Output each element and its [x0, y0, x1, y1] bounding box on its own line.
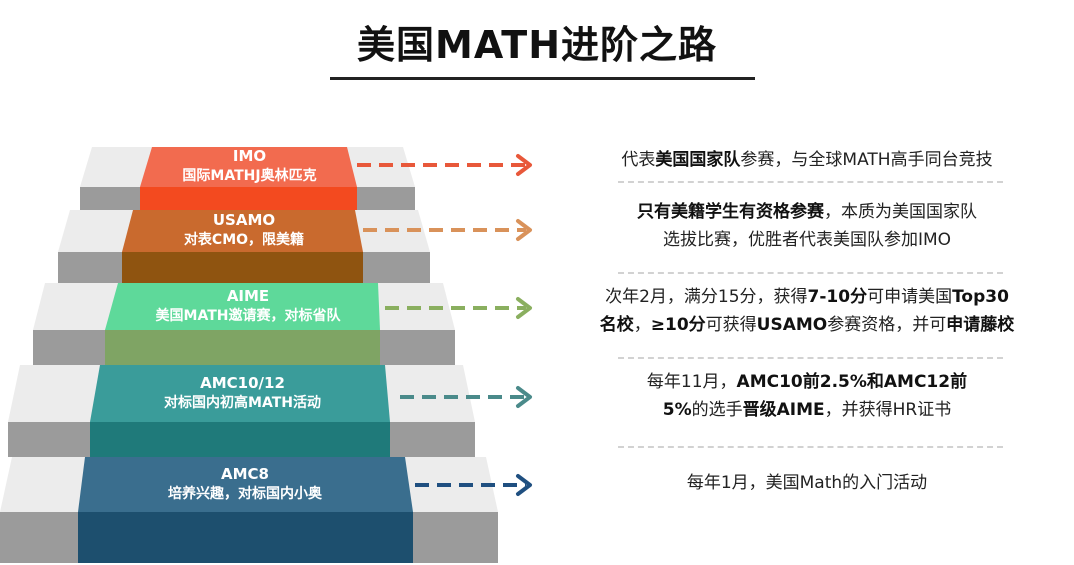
- step-description: 对标国内初高MATH活动: [164, 394, 321, 411]
- step-label-0: IMO 国际MATHJ奥林匹克: [152, 146, 347, 186]
- step-top-face: [78, 457, 413, 512]
- arrow-head-icon: [516, 154, 532, 176]
- detail-line: 只有美籍学生有资格参赛，本质为美国国家队: [540, 198, 1074, 226]
- highlight-text: AMC10前2.5%和AMC12前: [736, 372, 968, 392]
- step-description: 美国MATH邀请赛，对标省队: [155, 307, 341, 324]
- detail-text: 参赛，与全球MATH高手同台竞技: [740, 150, 993, 170]
- step-top-face: [122, 210, 363, 252]
- step-label-2: AIME 美国MATH邀请赛，对标省队: [118, 286, 378, 326]
- separator: [618, 446, 1003, 448]
- step-name: USAMO: [212, 211, 276, 229]
- detail-line: 次年2月，满分15分，获得7-10分可申请美国Top30: [540, 283, 1074, 311]
- step-top-face: [90, 365, 390, 422]
- highlight-text: 5%: [662, 400, 692, 420]
- detail-line: 代表美国国家队参赛，与全球MATH高手同台竞技: [540, 146, 1074, 174]
- highlight-text: 只有美籍学生有资格参赛: [637, 202, 824, 222]
- step-detail-0: 代表美国国家队参赛，与全球MATH高手同台竞技: [540, 146, 1074, 174]
- detail-line: 每年11月，AMC10前2.5%和AMC12前: [540, 368, 1074, 396]
- step-front-face: [105, 330, 380, 365]
- highlight-text: 名校: [599, 315, 634, 335]
- step-front-face: [90, 422, 390, 457]
- step-name: AMC8: [221, 464, 269, 483]
- step-detail-4: 每年1月，美国Math的入门活动: [540, 469, 1074, 497]
- detail-text: ，并获得HR证书: [824, 400, 952, 420]
- highlight-text: 7-10分: [807, 287, 868, 307]
- detail-text: ，本质为美国国家队: [824, 202, 977, 222]
- detail-text: 的选手: [691, 400, 743, 420]
- step-description: 培养兴趣，对标国内小奥: [168, 485, 322, 502]
- highlight-text: ≥10分: [650, 315, 706, 335]
- step-detail-2: 次年2月，满分15分，获得7-10分可申请美国Top30 名校，≥10分可获得US…: [540, 283, 1074, 339]
- detail-line: 每年1月，美国Math的入门活动: [540, 469, 1074, 497]
- detail-text: 每年1月，美国Math的入门活动: [686, 473, 928, 493]
- step-front-face: [140, 187, 357, 210]
- step-name: IMO: [232, 147, 267, 165]
- arrow-head-icon: [516, 219, 532, 241]
- highlight-text: 美国国家队: [655, 150, 741, 170]
- detail-text: ，: [633, 315, 651, 335]
- step-detail-1: 只有美籍学生有资格参赛，本质为美国国家队选拔比赛，优胜者代表美国队参加IMO: [540, 198, 1074, 254]
- step-front-face: [78, 512, 413, 563]
- separator: [618, 181, 1003, 183]
- step-top-face: [140, 147, 357, 187]
- separator: [618, 357, 1003, 359]
- detail-text: 参赛资格，并可: [827, 315, 947, 335]
- separator: [618, 272, 1003, 274]
- detail-text: 可申请美国: [867, 287, 953, 307]
- highlight-text: 晋级AIME: [742, 400, 825, 420]
- step-name: AMC10/12: [200, 373, 285, 392]
- step-label-1: USAMO 对表CMO，限美籍: [133, 210, 355, 250]
- arrow-head-icon: [516, 297, 532, 319]
- detail-line: 选拔比赛，优胜者代表美国队参加IMO: [540, 226, 1074, 254]
- arrow-head-icon: [516, 386, 532, 408]
- detail-line: 名校，≥10分可获得USAMO参赛资格，并可申请藤校: [540, 311, 1074, 339]
- page-title: 美国MATH进阶之路: [357, 23, 717, 67]
- highlight-text: USAMO: [756, 315, 828, 335]
- step-top-face: [105, 283, 380, 330]
- step-front-face: [122, 252, 363, 283]
- detail-text: 次年2月，满分15分，获得: [605, 287, 808, 307]
- arrow-head-icon: [516, 474, 532, 496]
- highlight-text: Top30: [952, 287, 1009, 307]
- detail-text: 选拔比赛，优胜者代表美国队参加IMO: [662, 230, 952, 250]
- step-description: 国际MATHJ奥林匹克: [182, 168, 317, 184]
- detail-line: 5%的选手晋级AIME，并获得HR证书: [540, 396, 1074, 424]
- step-label-4: AMC8 培养兴趣，对标国内小奥: [85, 464, 405, 504]
- detail-text: 可获得: [705, 315, 757, 335]
- step-description: 对表CMO，限美籍: [183, 232, 305, 248]
- title-underline: [330, 77, 755, 80]
- detail-text: 每年11月，: [646, 372, 737, 392]
- step-detail-3: 每年11月，AMC10前2.5%和AMC12前 5%的选手晋级AIME，并获得HR…: [540, 368, 1074, 424]
- highlight-text: 申请藤校: [946, 315, 1015, 335]
- step-name: AIME: [226, 286, 270, 305]
- detail-text: 代表: [621, 150, 656, 170]
- step-label-3: AMC10/12 对标国内初高MATH活动: [100, 373, 385, 413]
